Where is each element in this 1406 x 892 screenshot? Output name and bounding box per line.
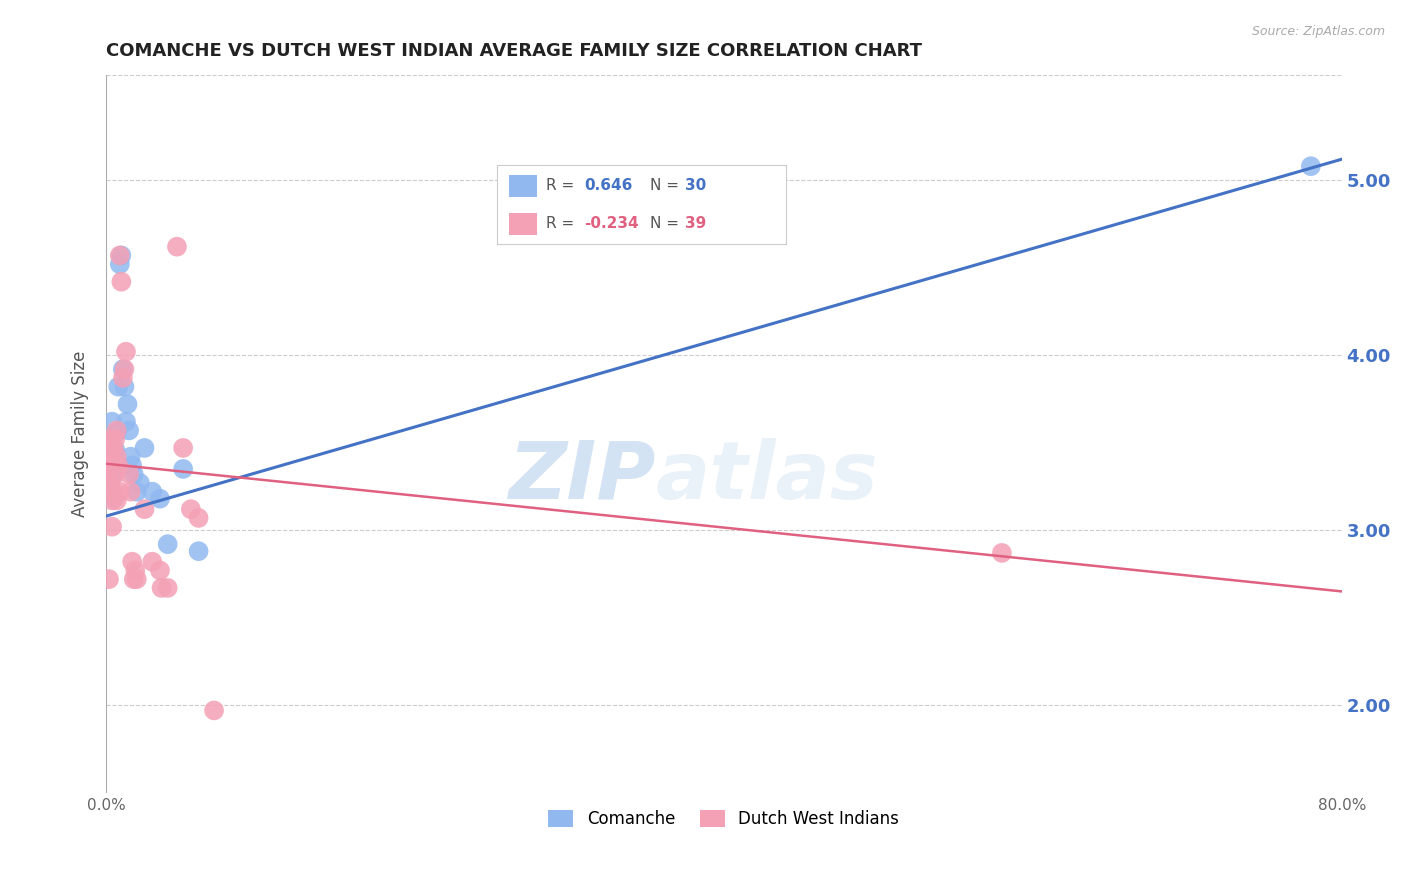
Point: [141, 484, 163, 499]
Point: [103, 441, 125, 455]
Y-axis label: Average Family Size: Average Family Size: [72, 351, 89, 517]
Point: [96, 467, 118, 482]
Point: [134, 502, 156, 516]
Point: [101, 415, 124, 429]
Text: N =: N =: [650, 178, 685, 194]
Text: R =: R =: [547, 178, 579, 194]
Point: [103, 484, 125, 499]
Point: [101, 467, 124, 482]
Text: atlas: atlas: [655, 438, 879, 516]
Point: [114, 362, 136, 376]
Point: [117, 397, 139, 411]
Point: [101, 519, 124, 533]
Point: [202, 703, 225, 717]
Point: [156, 537, 179, 551]
Point: [125, 572, 148, 586]
Point: [122, 467, 145, 482]
Text: 0.646: 0.646: [583, 178, 633, 194]
Point: [141, 555, 163, 569]
FancyBboxPatch shape: [509, 213, 537, 235]
Point: [180, 502, 202, 516]
Point: [134, 441, 156, 455]
Point: [120, 484, 142, 499]
Point: [150, 581, 173, 595]
Point: [105, 493, 128, 508]
Text: COMANCHE VS DUTCH WEST INDIAN AVERAGE FAMILY SIZE CORRELATION CHART: COMANCHE VS DUTCH WEST INDIAN AVERAGE FA…: [105, 42, 922, 60]
Text: Source: ZipAtlas.com: Source: ZipAtlas.com: [1251, 25, 1385, 38]
Point: [108, 257, 131, 271]
Point: [103, 491, 125, 506]
Point: [101, 493, 124, 508]
Point: [111, 362, 134, 376]
Point: [104, 442, 127, 457]
Point: [100, 475, 122, 490]
Point: [149, 491, 172, 506]
Point: [98, 450, 121, 464]
Text: 39: 39: [685, 217, 706, 231]
Point: [98, 432, 121, 446]
Point: [107, 458, 129, 473]
Point: [118, 467, 141, 482]
Point: [96, 479, 118, 493]
Point: [108, 484, 131, 499]
Point: [100, 458, 122, 473]
Point: [110, 248, 132, 262]
Point: [120, 450, 142, 464]
Point: [108, 248, 131, 262]
Point: [991, 546, 1014, 560]
Point: [104, 432, 127, 446]
Text: N =: N =: [650, 217, 685, 231]
Point: [172, 462, 194, 476]
Point: [149, 563, 172, 577]
Point: [105, 425, 128, 440]
Point: [103, 467, 125, 482]
Point: [115, 344, 138, 359]
Point: [187, 544, 209, 558]
Point: [114, 380, 136, 394]
Point: [118, 424, 141, 438]
Text: R =: R =: [547, 217, 579, 231]
Point: [110, 275, 132, 289]
Point: [100, 484, 122, 499]
Text: ZIP: ZIP: [509, 438, 655, 516]
Point: [124, 563, 146, 577]
Point: [104, 467, 127, 482]
Point: [156, 581, 179, 595]
Point: [125, 484, 148, 499]
Point: [122, 572, 145, 586]
Legend: Comanche, Dutch West Indians: Comanche, Dutch West Indians: [541, 803, 905, 835]
Point: [172, 441, 194, 455]
Point: [107, 380, 129, 394]
FancyBboxPatch shape: [509, 175, 537, 197]
Point: [111, 371, 134, 385]
Point: [98, 572, 121, 586]
Point: [187, 511, 209, 525]
Point: [98, 450, 121, 464]
Point: [105, 450, 128, 464]
Text: 30: 30: [685, 178, 706, 194]
Point: [166, 240, 188, 254]
Text: -0.234: -0.234: [583, 217, 638, 231]
Point: [121, 555, 143, 569]
Point: [115, 415, 138, 429]
Point: [105, 424, 128, 438]
Point: [128, 475, 150, 490]
Point: [100, 432, 122, 446]
Point: [121, 458, 143, 473]
Point: [1299, 159, 1322, 173]
